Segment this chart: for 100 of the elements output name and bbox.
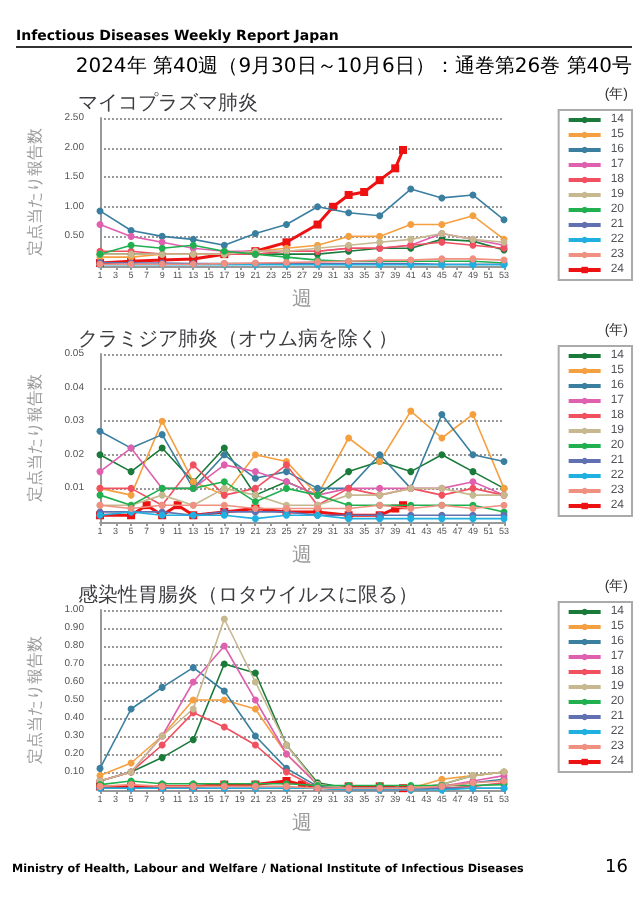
x-axis-title: 週 (292, 545, 312, 567)
point (251, 451, 259, 459)
point (189, 678, 197, 686)
point (438, 491, 446, 499)
point (391, 164, 400, 173)
point (376, 484, 384, 492)
point (220, 444, 228, 452)
point (220, 461, 228, 469)
point (345, 232, 353, 240)
point (314, 484, 322, 492)
point (251, 669, 259, 677)
point (360, 188, 369, 196)
point (96, 451, 104, 459)
point (220, 615, 228, 623)
point (127, 232, 135, 240)
point (469, 484, 477, 492)
point (469, 478, 477, 486)
point (96, 764, 104, 772)
point (500, 216, 508, 224)
point (407, 468, 415, 476)
point (220, 642, 228, 650)
chart-title: マイコプラズマ肺炎 (78, 91, 258, 115)
point (438, 410, 446, 418)
point (220, 660, 228, 668)
chart-title: 感染性胃腸炎（ロタウイルスに限る） (78, 583, 418, 607)
point (345, 434, 353, 442)
point (189, 235, 197, 243)
point (127, 226, 135, 234)
point (399, 145, 407, 154)
point (158, 491, 166, 499)
point (96, 468, 104, 476)
x-axis-title: 週 (292, 289, 312, 311)
point (313, 220, 322, 229)
point (189, 736, 197, 744)
point (158, 754, 166, 762)
y-axis-title: 定点当たり報告数 (25, 636, 44, 764)
point (500, 458, 508, 466)
point (376, 212, 384, 220)
point (127, 241, 135, 249)
point (376, 232, 384, 240)
point (282, 238, 291, 247)
point (344, 190, 353, 199)
point (407, 235, 415, 243)
point (407, 185, 415, 193)
point (251, 705, 259, 713)
point (469, 468, 477, 476)
point (220, 723, 228, 731)
point (158, 431, 166, 439)
point (438, 451, 446, 459)
point (220, 451, 228, 459)
point (189, 461, 197, 469)
point (189, 664, 197, 672)
text: 16 (605, 858, 628, 878)
point (158, 683, 166, 691)
point (251, 696, 259, 704)
point (469, 212, 477, 220)
point (375, 176, 384, 185)
point (251, 484, 259, 492)
point (220, 241, 228, 249)
point (220, 501, 228, 509)
point (158, 417, 166, 425)
chart-title: クラミジア肺炎（オウム病を除く） (78, 327, 398, 351)
point (282, 484, 290, 492)
point (96, 427, 104, 435)
point (251, 741, 259, 749)
point (189, 696, 197, 704)
text: 2024年 第40週（9月30日～10月6日）：通巻第26巻 第40号 (75, 53, 632, 80)
point (251, 498, 259, 506)
point (251, 229, 259, 237)
point (251, 468, 259, 476)
point (376, 238, 384, 246)
point (407, 221, 415, 229)
point (469, 451, 477, 459)
point (345, 491, 353, 499)
point (158, 244, 166, 252)
point (345, 468, 353, 476)
point (158, 232, 166, 240)
point (314, 203, 322, 211)
point (376, 451, 384, 459)
point (251, 474, 259, 482)
point (220, 478, 228, 486)
point (407, 407, 415, 415)
point (220, 696, 228, 704)
point (251, 732, 259, 740)
point (438, 221, 446, 229)
point (438, 194, 446, 202)
x-axis-title: 週 (292, 813, 312, 835)
point (96, 221, 104, 229)
point (220, 687, 228, 695)
point (345, 209, 353, 217)
point (282, 221, 290, 229)
point (251, 515, 259, 523)
point (500, 501, 508, 509)
point (220, 484, 228, 492)
point (251, 678, 259, 686)
point (282, 468, 290, 476)
point (127, 468, 135, 476)
point (158, 444, 166, 452)
point (469, 410, 477, 418)
y-axis-title: 定点当たり報告数 (25, 374, 44, 502)
